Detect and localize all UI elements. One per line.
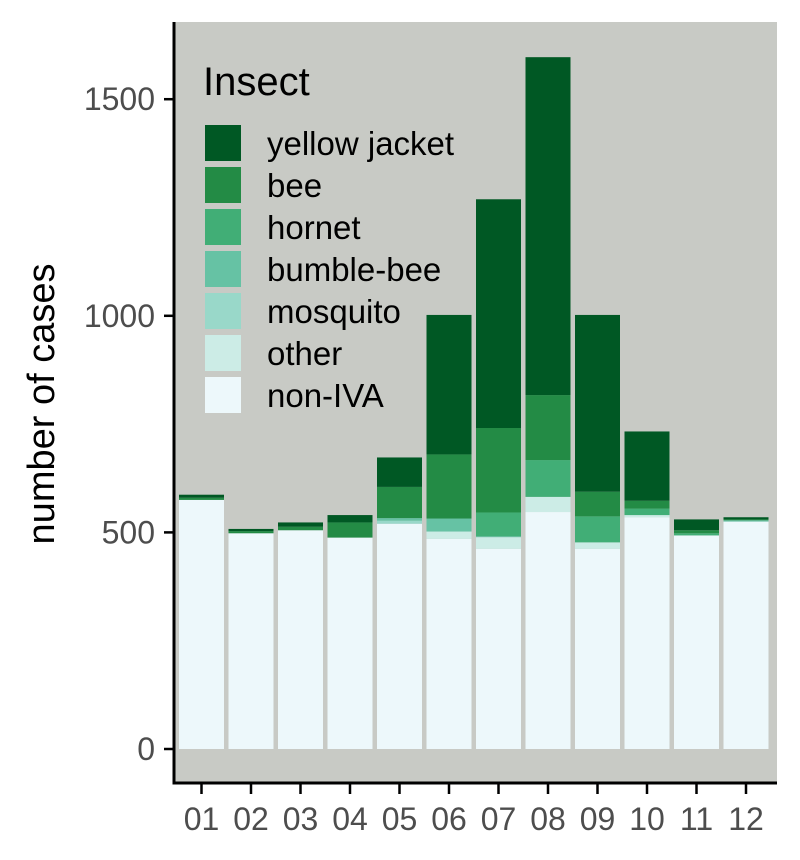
bar-07-bumble-bee [476, 536, 521, 538]
x-tick-label: 02 [233, 801, 269, 837]
x-tick-label: 05 [382, 801, 418, 837]
legend-label: yellow jacket [267, 125, 454, 162]
legend-key-non-iva [205, 377, 241, 413]
y-tick-label: 1500 [84, 81, 155, 117]
legend-key-yellow-jacket [205, 125, 241, 161]
x-tick-label: 06 [431, 801, 467, 837]
bar-01-bee [179, 497, 224, 500]
y-tick-label: 500 [102, 514, 155, 550]
x-tick-label: 10 [629, 801, 665, 837]
bar-02-non-iva [228, 533, 274, 749]
bar-07-other [476, 537, 521, 549]
bar-05-non-iva [377, 523, 422, 749]
bar-10-bee [624, 500, 670, 509]
bar-12-yellow-jacket [723, 517, 769, 520]
x-tick-label: 01 [184, 801, 220, 837]
legend-label: hornet [267, 209, 361, 246]
x-tick-label: 09 [580, 801, 616, 837]
x-tick-label: 12 [728, 801, 764, 837]
bar-08-hornet [525, 460, 571, 497]
legend-key-mosquito [205, 293, 241, 329]
x-tick-label: 07 [481, 801, 517, 837]
bar-04-yellow-jacket [327, 515, 373, 523]
bar-01-yellow-jacket [179, 494, 224, 498]
bar-06-bee [426, 454, 472, 519]
x-tick-label: 04 [332, 801, 368, 837]
y-tick-label: 0 [137, 731, 155, 767]
bars-layer [179, 57, 769, 749]
bar-09-yellow-jacket [575, 314, 620, 492]
bar-12-non-iva [723, 521, 769, 749]
bar-12-bee [723, 519, 769, 521]
x-tick-label: 03 [283, 801, 319, 837]
bar-02-yellow-jacket [228, 528, 274, 532]
bar-06-non-iva [426, 538, 472, 749]
bar-10-hornet [624, 508, 670, 516]
bar-04-bee [327, 522, 373, 538]
bar-07-non-iva [476, 548, 521, 749]
bar-09-non-iva [575, 548, 620, 749]
bar-10-other [624, 515, 670, 518]
bar-07-hornet [476, 512, 521, 537]
x-tick-label: 11 [680, 801, 713, 837]
legend-label: bee [267, 167, 322, 204]
bar-12-bumble-bee [723, 520, 769, 522]
bar-06-other [426, 531, 472, 539]
bar-08-bee [525, 395, 571, 461]
bar-07-bee [476, 427, 521, 513]
bar-03-yellow-jacket [278, 522, 323, 527]
legend-key-bumble-bee [205, 251, 241, 287]
bar-05-mosquito [377, 520, 422, 524]
x-tick-label: 08 [530, 801, 566, 837]
y-axis-title: number of cases [21, 264, 63, 545]
legend: Insect yellow jacket bee hornet bumble-bee m… [203, 60, 454, 414]
bar-01-non-iva [179, 499, 224, 749]
y-tick-label: 1000 [84, 298, 155, 334]
bar-08-yellow-jacket [525, 57, 571, 396]
bar-03-non-iva [278, 530, 323, 749]
bar-11-non-iva [674, 535, 719, 749]
bar-05-bee [377, 486, 422, 519]
legend-key-hornet [205, 209, 241, 245]
legend-label: bumble-bee [267, 251, 441, 288]
bar-06-yellow-jacket [426, 314, 472, 455]
bar-04-non-iva [327, 537, 373, 749]
legend-label: other [267, 335, 342, 372]
bar-11-yellow-jacket [674, 519, 719, 531]
bar-05-bumble-bee [377, 518, 422, 521]
bar-03-bee [278, 526, 323, 531]
bar-11-hornet [674, 533, 719, 536]
bar-08-non-iva [525, 512, 571, 749]
x-axis-ticks: 01 02 03 04 05 06 07 08 09 10 11 12 [184, 784, 764, 837]
bar-11-bee [674, 530, 719, 534]
bar-02-bee [228, 531, 274, 534]
bar-09-hornet [575, 516, 620, 543]
bar-10-non-iva [624, 517, 670, 749]
bar-05-yellow-jacket [377, 457, 422, 487]
legend-key-bee [205, 167, 241, 203]
y-axis-ticks: 0 500 1000 1500 [84, 81, 174, 767]
bar-08-other [525, 496, 571, 513]
legend-label: mosquito [267, 293, 401, 330]
legend-title: Insect [203, 60, 310, 104]
bar-10-yellow-jacket [624, 431, 670, 501]
bar-09-bee [575, 491, 620, 517]
legend-label: non-IVA [267, 377, 384, 414]
legend-key-other [205, 335, 241, 371]
bar-06-bumble-bee [426, 518, 472, 532]
bar-07-yellow-jacket [476, 199, 521, 428]
bar-09-other [575, 542, 620, 549]
